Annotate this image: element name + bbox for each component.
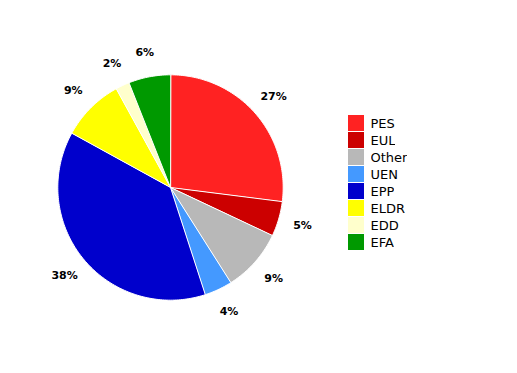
html-text:EUL: EUL [370,132,396,148]
html-text:EDD: EDD [370,217,399,233]
svg-text:5%: 5% [293,219,312,232]
svg-text:4%: 4% [220,305,239,318]
svg-text:2%: 2% [103,56,122,69]
html-text:EFA: EFA [370,234,394,250]
html-text:UEN: UEN [370,166,398,182]
html-text:PES: PES [370,115,395,131]
svg-text:6%: 6% [135,45,154,58]
html-text:Other: Other [370,149,408,165]
svg-text:27%: 27% [260,90,286,103]
svg-text:9%: 9% [64,83,83,96]
html-text:EPP: EPP [370,183,395,199]
html-text:ELDR: ELDR [370,200,405,216]
svg-text:38%: 38% [51,268,77,281]
svg-text:9%: 9% [264,271,283,284]
